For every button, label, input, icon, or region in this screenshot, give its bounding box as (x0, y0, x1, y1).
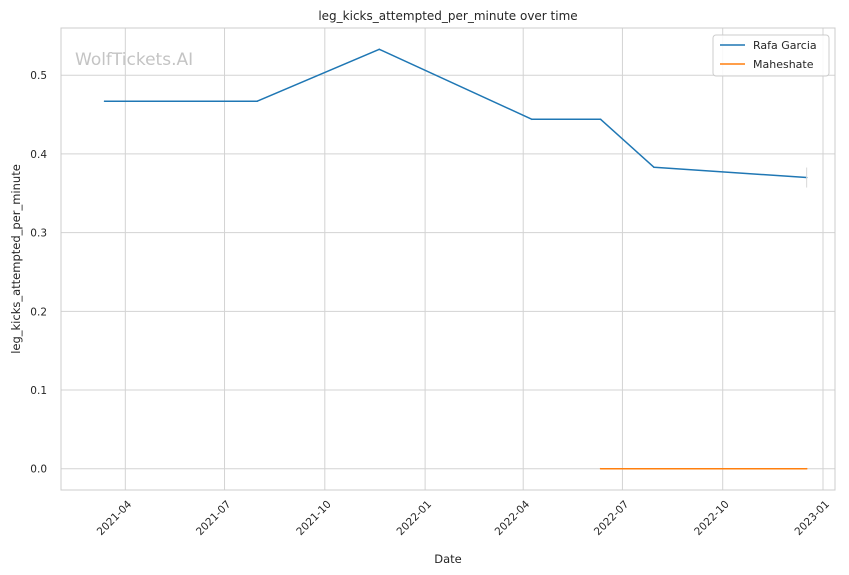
data-point-rafa-garcia (103, 100, 106, 102)
grid (61, 28, 835, 490)
y-axis-label: leg_kicks_attempted_per_minute (9, 164, 23, 354)
data-point-rafa-garcia (599, 118, 602, 121)
x-axis-label: Date (434, 552, 462, 566)
y-tick-label: 0.0 (30, 464, 47, 476)
data-point-maheshate (599, 467, 602, 470)
data-point-rafa-garcia (653, 166, 655, 169)
data-point-maheshate (805, 467, 808, 470)
y-tick-label: 0.2 (30, 306, 47, 318)
data-point-rafa-garcia (256, 100, 259, 102)
y-axis-ticks: 0.0 0.1 0.2 0.3 0.4 0.5 (30, 70, 47, 476)
series-layer (103, 48, 808, 470)
legend-label-rafa-garcia: Rafa Garcia (753, 39, 817, 52)
legend-label-maheshate: Maheshate (753, 58, 814, 71)
y-tick-label: 0.1 (30, 385, 47, 397)
y-tick-label: 0.3 (30, 228, 47, 240)
y-tick-label: 0.4 (30, 149, 47, 161)
data-point-rafa-garcia (378, 48, 381, 51)
plot-frame (60, 27, 836, 491)
data-point-rafa-garcia (531, 118, 533, 121)
legend: Rafa Garcia Maheshate (712, 34, 830, 77)
y-tick-label: 0.5 (30, 70, 47, 82)
chart-title: leg_kicks_attempted_per_minute over time (318, 9, 577, 23)
watermark: WolfTickets.AI (75, 50, 193, 70)
